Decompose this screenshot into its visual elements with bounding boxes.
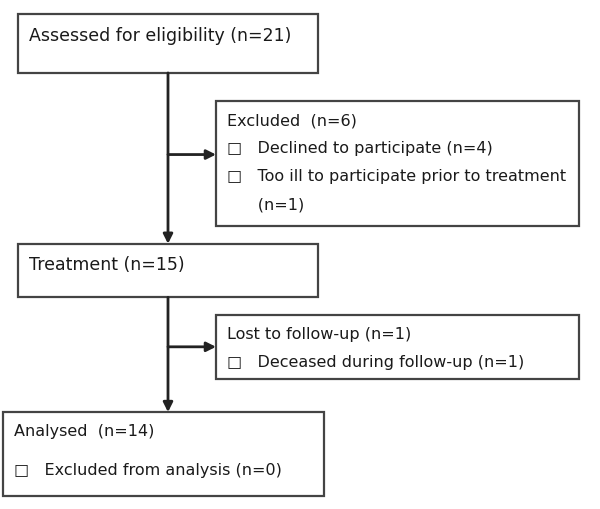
Text: □   Excluded from analysis (n=0): □ Excluded from analysis (n=0) — [14, 462, 281, 476]
Text: Treatment (n=15): Treatment (n=15) — [29, 256, 184, 273]
Text: Excluded  (n=6): Excluded (n=6) — [227, 113, 356, 128]
Text: Analysed  (n=14): Analysed (n=14) — [14, 423, 154, 438]
FancyBboxPatch shape — [3, 412, 324, 496]
Text: (n=1): (n=1) — [227, 197, 304, 212]
Text: □   Declined to participate (n=4): □ Declined to participate (n=4) — [227, 141, 493, 156]
Text: □   Deceased during follow-up (n=1): □ Deceased during follow-up (n=1) — [227, 355, 524, 370]
Text: Lost to follow-up (n=1): Lost to follow-up (n=1) — [227, 327, 411, 342]
Text: □   Too ill to participate prior to treatment: □ Too ill to participate prior to treatm… — [227, 169, 566, 184]
FancyBboxPatch shape — [216, 316, 579, 379]
Text: Assessed for eligibility (n=21): Assessed for eligibility (n=21) — [29, 26, 291, 44]
FancyBboxPatch shape — [18, 244, 318, 298]
FancyBboxPatch shape — [18, 15, 318, 74]
FancyBboxPatch shape — [216, 102, 579, 227]
